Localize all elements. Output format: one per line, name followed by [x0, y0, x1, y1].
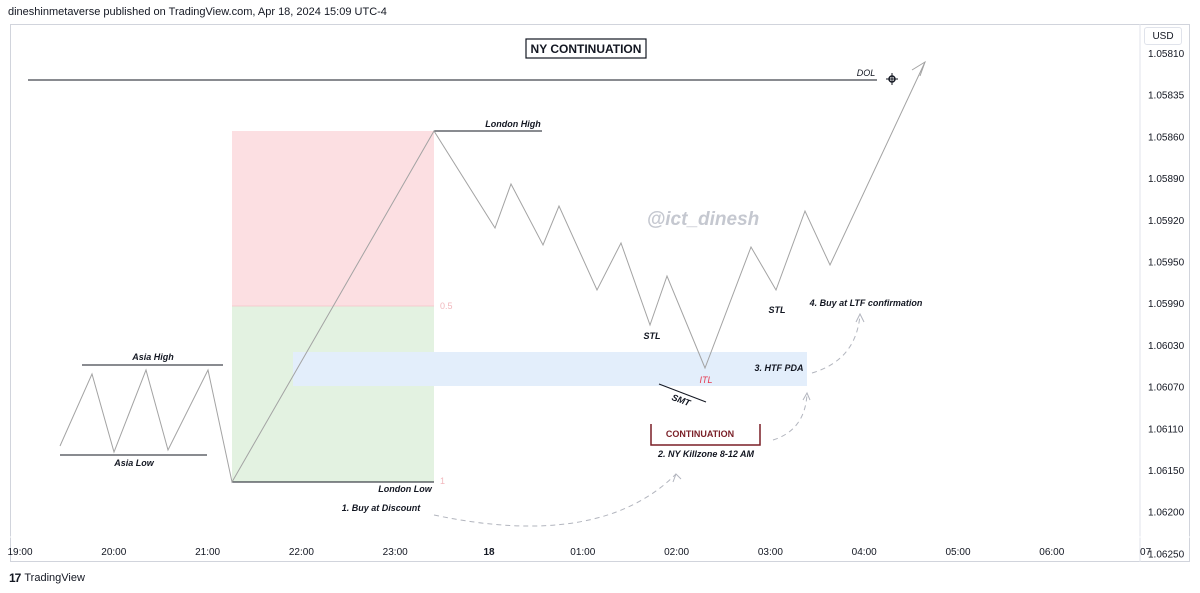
- time-tick-label: 01:00: [570, 547, 595, 558]
- price-tick-label: 1.05860: [1148, 132, 1185, 143]
- label-asia-high: Asia High: [131, 352, 174, 362]
- time-tick-label: 07: [1140, 547, 1152, 558]
- price-tick-label: 1.06030: [1148, 341, 1185, 352]
- price-tick-label: 1.06200: [1148, 508, 1185, 519]
- label-step1: 1. Buy at Discount: [342, 503, 422, 513]
- smt-line[interactable]: [658, 383, 707, 403]
- label-stl-1: STL: [644, 331, 661, 341]
- time-tick-label: 21:00: [195, 547, 220, 558]
- time-tick-label: 03:00: [758, 547, 783, 558]
- label-itl: ITL: [699, 375, 712, 385]
- time-axis[interactable]: 19:00 20:00 21:00 22:00 23:00 18 01:00 02:00 03:…: [7, 547, 1151, 558]
- footer-brand-name: TradingView: [24, 572, 85, 584]
- arrow-killzone-to-pda: [772, 393, 808, 441]
- premium-zone: [232, 131, 434, 306]
- arrow-pda-to-confirmation: [811, 314, 861, 374]
- publisher-credit: dineshinmetaverse published on TradingVi…: [8, 6, 387, 18]
- label-dol: DOL: [857, 68, 876, 78]
- time-tick-label: 06:00: [1039, 547, 1064, 558]
- time-tick-label: 22:00: [289, 547, 314, 558]
- label-fib-half: 0.5: [440, 301, 453, 311]
- tradingview-logo-icon: 17: [9, 571, 21, 585]
- time-tick-label: 05:00: [945, 547, 970, 558]
- arrowhead-1: [672, 473, 682, 483]
- time-tick-label: 18: [483, 547, 495, 558]
- price-tick-label: 1.06250: [1148, 549, 1185, 560]
- time-tick-label: 04:00: [852, 547, 877, 558]
- label-stl-2: STL: [769, 305, 786, 315]
- watermark: @ict_dinesh: [647, 209, 760, 230]
- label-smt: SMT: [670, 392, 693, 408]
- label-asia-low: Asia Low: [113, 458, 155, 468]
- price-tick-label: 1.05920: [1148, 216, 1185, 227]
- price-tick-label: 1.06110: [1148, 424, 1184, 435]
- continuation-box[interactable]: [650, 424, 761, 446]
- price-tick-label: 1.05990: [1148, 299, 1185, 310]
- time-tick-label: 02:00: [664, 547, 689, 558]
- label-london-high: London High: [485, 119, 541, 129]
- price-axis[interactable]: 1.05810 1.05835 1.05860 1.05890 1.05920 1.059…: [1148, 49, 1185, 560]
- label-step3: 3. HTF PDA: [754, 363, 803, 373]
- target-marker[interactable]: [886, 73, 898, 85]
- chart-title-box: [525, 38, 647, 59]
- label-step4: 4. Buy at LTF confirmation: [809, 298, 923, 308]
- htf-pda-zone: [293, 352, 807, 386]
- time-tick-label: 23:00: [383, 547, 408, 558]
- price-path-arrowhead: [911, 60, 926, 77]
- footer-brand[interactable]: 17 TradingView: [9, 571, 85, 585]
- price-tick-label: 1.05810: [1148, 49, 1185, 60]
- time-tick-label: 20:00: [101, 547, 126, 558]
- label-london-low: London Low: [378, 484, 432, 494]
- label-continuation: CONTINUATION: [666, 429, 734, 439]
- time-tick-label: 19:00: [7, 547, 32, 558]
- price-tick-label: 1.06150: [1148, 466, 1185, 477]
- label-fib-one: 1: [440, 476, 445, 486]
- arrowhead-2: [802, 391, 811, 401]
- chart-title: NY CONTINUATION: [531, 42, 642, 56]
- label-step2: 2. NY Killzone 8-12 AM: [657, 449, 755, 459]
- price-tick-label: 1.05890: [1148, 174, 1185, 185]
- price-path[interactable]: [59, 61, 926, 484]
- price-tick-label: 1.06070: [1148, 383, 1185, 394]
- currency-button[interactable]: USD: [1144, 27, 1182, 45]
- arrowhead-3: [855, 312, 865, 323]
- chart-frame: [10, 24, 1190, 562]
- price-tick-label: 1.05835: [1148, 91, 1185, 102]
- price-tick-label: 1.05950: [1148, 258, 1185, 269]
- arrow-discount-to-killzone: [433, 473, 677, 527]
- discount-zone: [232, 306, 434, 482]
